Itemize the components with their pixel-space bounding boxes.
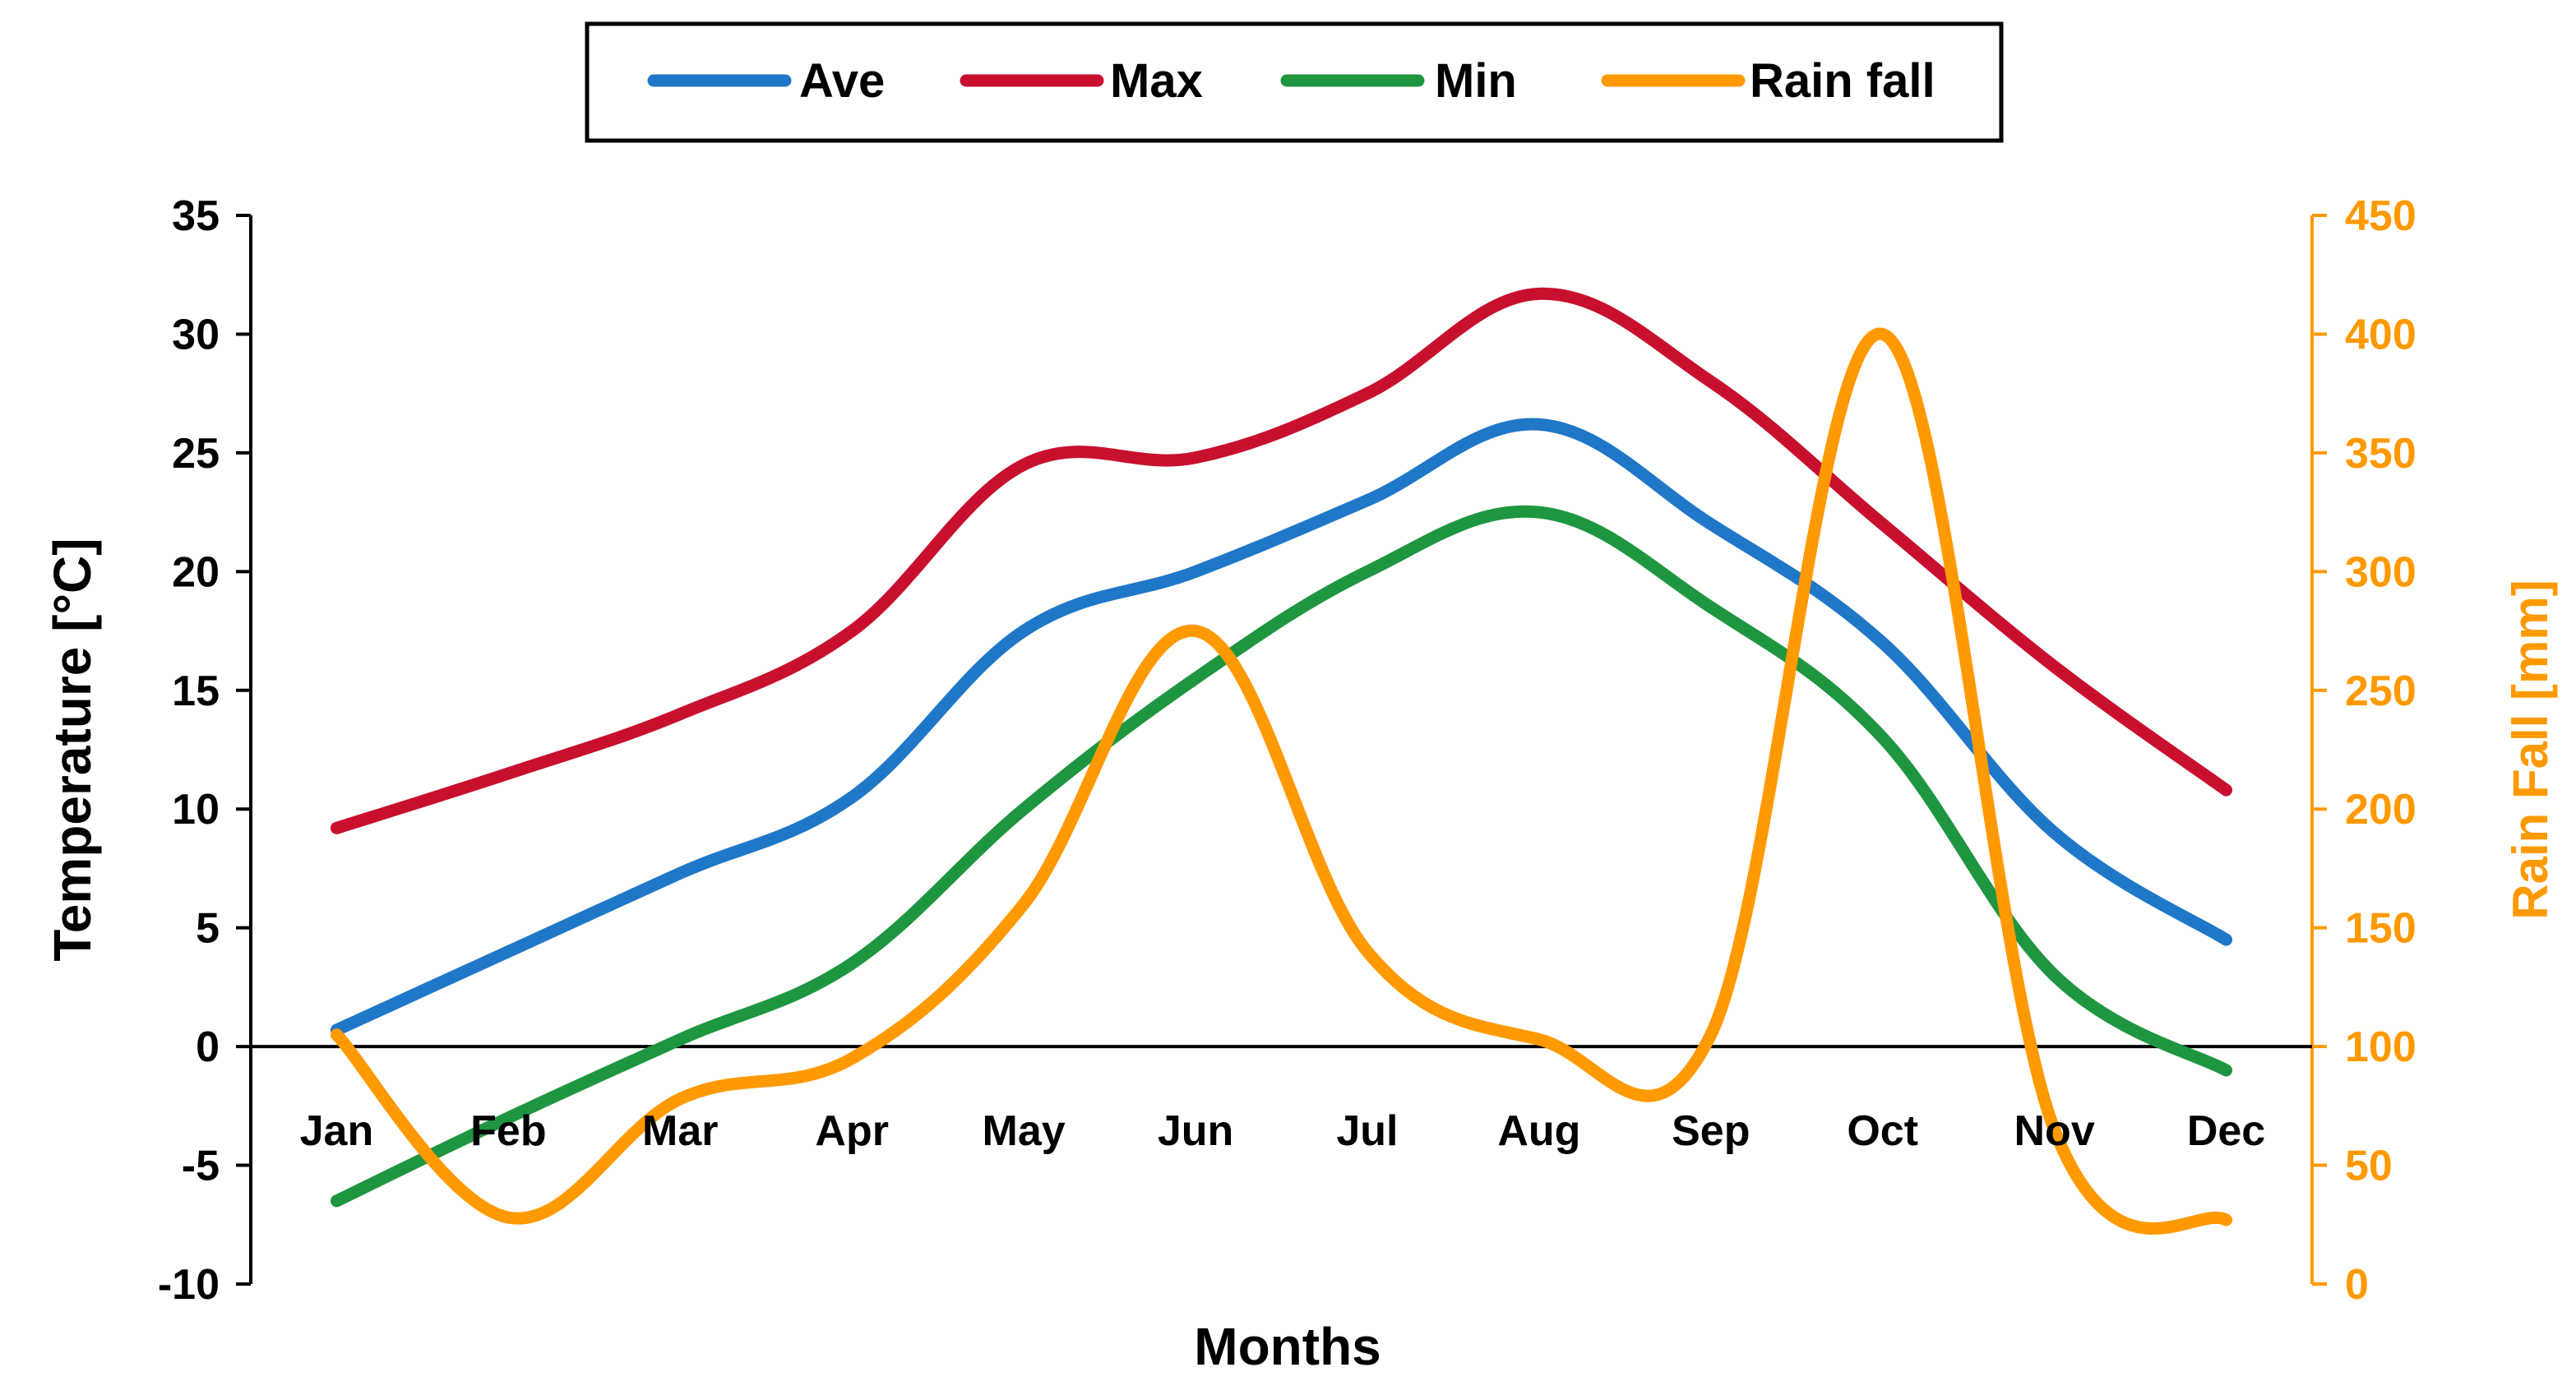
- point-rain-fall-jul: [1365, 949, 1370, 954]
- x-tick-label-jan: Jan: [300, 1107, 374, 1155]
- y2-tick-label: 0: [2345, 1261, 2369, 1309]
- y-tick-label: 5: [196, 905, 220, 953]
- tick-labels: 35302520151050-5-10450400350300250200150…: [158, 192, 2416, 1309]
- point-ave-aug: [1537, 422, 1542, 427]
- legend-item-max: Max: [960, 54, 1203, 108]
- series-line-min: [330, 505, 2233, 1208]
- point-rain-fall-jun: [1193, 629, 1198, 634]
- x-tick-label-may: May: [983, 1107, 1066, 1155]
- y2-tick-label: 150: [2345, 905, 2416, 953]
- point-ave-jun: [1193, 569, 1198, 574]
- point-ave-may: [1021, 629, 1026, 634]
- x-tick-label-jul: Jul: [1336, 1107, 1398, 1155]
- point-min-mar: [678, 1037, 682, 1042]
- y-tick-label: 10: [172, 786, 220, 834]
- point-max-jan: [334, 825, 339, 830]
- point-rain-fall-feb: [506, 1215, 511, 1220]
- x-axis-title: Months: [1194, 1317, 1381, 1376]
- y2-tick-label: 200: [2345, 786, 2416, 834]
- x-tick-label-mar: Mar: [642, 1107, 718, 1155]
- legend-label-rainfall: Rain fall: [1750, 54, 1935, 108]
- point-max-jun: [1193, 455, 1198, 460]
- legend-item-ave: Ave: [647, 54, 885, 108]
- point-min-may: [1021, 806, 1026, 811]
- point-max-jul: [1365, 391, 1370, 396]
- point-min-sep: [1709, 605, 1713, 610]
- axes: [236, 214, 2327, 1286]
- point-ave-oct: [1880, 640, 1885, 645]
- point-ave-dec: [2224, 937, 2229, 942]
- legend-item-min: Min: [1280, 54, 1517, 108]
- point-max-dec: [2224, 788, 2229, 792]
- point-ave-sep: [1709, 522, 1713, 527]
- point-max-oct: [1880, 522, 1885, 527]
- y-tick-label: -5: [182, 1143, 220, 1190]
- y2-axis-title: Rain Fall [mm]: [2503, 580, 2558, 919]
- point-rain-fall-aug: [1537, 1037, 1542, 1042]
- x-tick-label-nov: Nov: [2014, 1107, 2095, 1155]
- legend-label-max: Max: [1110, 54, 1203, 108]
- y2-tick-label: 300: [2345, 548, 2416, 596]
- point-rain-fall-oct: [1880, 331, 1885, 336]
- y2-tick-label: 450: [2345, 192, 2416, 240]
- y2-tick-label: 400: [2345, 311, 2416, 358]
- series-line-max: [330, 287, 2233, 834]
- y-axis-title: Temperature [°C]: [43, 538, 102, 961]
- series-lines: [330, 287, 2233, 1235]
- point-rain-fall-dec: [2224, 1217, 2229, 1222]
- y-tick-label: 20: [172, 548, 220, 596]
- point-min-apr: [849, 961, 854, 966]
- x-tick-label-feb: Feb: [470, 1107, 546, 1155]
- point-min-jun: [1193, 676, 1198, 681]
- y-tick-label: 35: [172, 192, 220, 240]
- point-min-aug: [1537, 510, 1542, 515]
- point-ave-apr: [849, 795, 854, 800]
- series-line-ave: [330, 418, 2233, 1037]
- series-line-rain-fall: [330, 327, 2233, 1235]
- legend-label-min: Min: [1435, 54, 1517, 108]
- y-tick-label: 30: [172, 311, 220, 358]
- legend: Ave Max Min Rain fall: [585, 21, 2004, 143]
- point-ave-feb: [506, 949, 511, 954]
- point-ave-mar: [678, 871, 682, 875]
- x-tick-label-sep: Sep: [1672, 1107, 1750, 1155]
- y-tick-label: 0: [196, 1023, 220, 1071]
- legend-item-rainfall: Rain fall: [1601, 54, 1935, 108]
- point-max-mar: [678, 712, 682, 717]
- y-tick-label: -10: [158, 1261, 220, 1309]
- point-rain-fall-jan: [334, 1032, 339, 1037]
- y-tick-label: 15: [172, 667, 220, 715]
- point-max-nov: [2052, 664, 2057, 669]
- point-ave-jul: [1365, 498, 1370, 503]
- point-rain-fall-may: [1021, 902, 1026, 907]
- point-min-nov: [2052, 972, 2057, 977]
- y2-tick-label: 350: [2345, 430, 2416, 478]
- x-tick-label-apr: Apr: [815, 1107, 889, 1155]
- point-min-jul: [1365, 569, 1370, 574]
- y2-tick-label: 100: [2345, 1023, 2416, 1071]
- point-ave-nov: [2052, 830, 2057, 835]
- x-tick-label-jun: Jun: [1158, 1107, 1233, 1155]
- point-rain-fall-apr: [849, 1056, 854, 1061]
- point-rain-fall-sep: [1709, 1032, 1713, 1037]
- y2-tick-label: 50: [2345, 1143, 2393, 1190]
- point-min-dec: [2224, 1068, 2229, 1073]
- x-tick-label-oct: Oct: [1847, 1107, 1918, 1155]
- x-tick-label-aug: Aug: [1497, 1107, 1580, 1155]
- point-min-jan: [334, 1199, 339, 1203]
- y2-tick-label: 250: [2345, 667, 2416, 715]
- point-rain-fall-mar: [678, 1097, 682, 1102]
- x-tick-label-dec: Dec: [2187, 1107, 2265, 1155]
- y-tick-label: 25: [172, 430, 220, 478]
- point-max-may: [1021, 462, 1026, 467]
- point-max-aug: [1537, 291, 1542, 296]
- legend-label-ave: Ave: [799, 54, 885, 108]
- point-max-feb: [506, 771, 511, 776]
- point-max-sep: [1709, 379, 1713, 384]
- point-min-oct: [1880, 736, 1885, 741]
- point-max-apr: [849, 629, 854, 634]
